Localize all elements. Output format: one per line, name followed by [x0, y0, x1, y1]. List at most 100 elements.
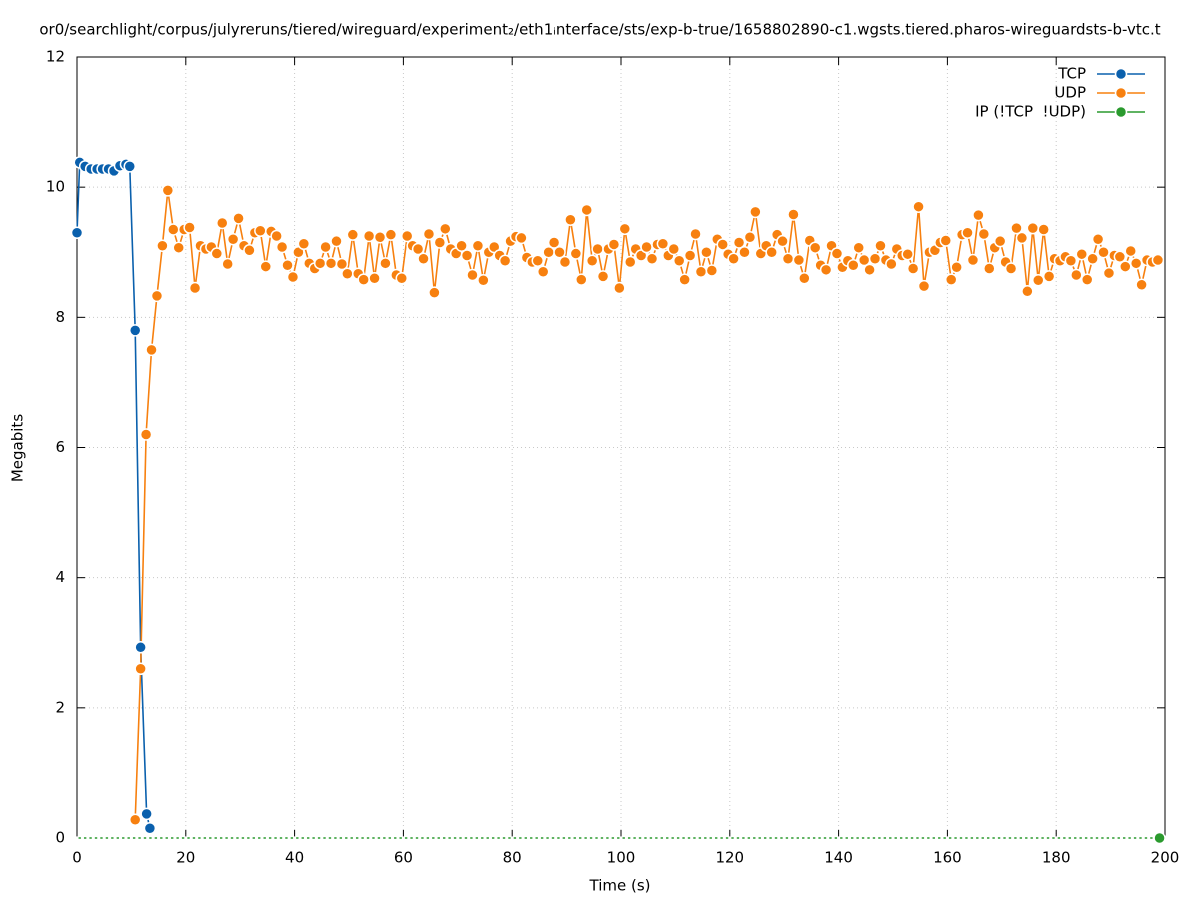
- y-tick-label: 12: [46, 48, 65, 66]
- data-point: [978, 836, 982, 840]
- data-point: [815, 836, 819, 840]
- data-point: [1060, 836, 1064, 840]
- data-point: [1102, 266, 1116, 280]
- data-point: [254, 836, 259, 840]
- data-point: [330, 234, 343, 248]
- data-point: [966, 253, 980, 267]
- data-point: [793, 836, 797, 840]
- data-point: [641, 836, 645, 840]
- data-point: [429, 836, 433, 840]
- data-point: [1081, 836, 1085, 840]
- data-point: [423, 836, 427, 840]
- data-point: [445, 836, 449, 840]
- data-point: [1015, 231, 1029, 245]
- data-point: [221, 257, 234, 271]
- data-point: [804, 836, 808, 840]
- data-point: [188, 281, 202, 295]
- data-point: [1147, 836, 1151, 840]
- data-point: [293, 836, 297, 840]
- data-point: [1043, 836, 1047, 840]
- data-point: [706, 836, 710, 840]
- data-point: [1021, 285, 1034, 298]
- data-point: [983, 836, 988, 840]
- data-point: [798, 272, 811, 285]
- data-point: [673, 836, 678, 840]
- data-point: [260, 836, 264, 840]
- y-tick-label: 0: [55, 829, 65, 847]
- data-point: [363, 836, 367, 840]
- data-point: [640, 240, 653, 254]
- data-point: [977, 227, 991, 241]
- data-point: [798, 836, 803, 840]
- data-point: [1049, 836, 1053, 840]
- data-point: [1080, 273, 1094, 286]
- data-point: [694, 265, 708, 279]
- data-point: [603, 836, 607, 840]
- data-point: [591, 242, 604, 256]
- data-point: [439, 222, 452, 236]
- data-point: [765, 246, 778, 259]
- data-point: [1031, 273, 1045, 287]
- data-point: [1092, 836, 1096, 840]
- plot-area: [70, 156, 1166, 845]
- data-point: [309, 836, 313, 840]
- data-point: [108, 836, 112, 840]
- data-point: [428, 286, 441, 299]
- data-point: [521, 836, 525, 840]
- data-point: [1064, 254, 1078, 267]
- data-point: [874, 239, 887, 252]
- data-point: [1136, 836, 1140, 840]
- data-point: [336, 836, 340, 840]
- data-point: [314, 836, 318, 840]
- data-point: [1097, 246, 1110, 259]
- data-point: [532, 836, 536, 840]
- y-tick-label: 4: [55, 568, 65, 586]
- data-point: [624, 836, 629, 840]
- data-point: [232, 212, 245, 225]
- y-tick-label: 10: [46, 178, 65, 196]
- data-point: [864, 836, 868, 840]
- data-point: [989, 836, 993, 840]
- data-point: [456, 836, 460, 840]
- data-point: [418, 836, 422, 840]
- data-point: [91, 836, 95, 840]
- data-point: [70, 226, 84, 239]
- data-point: [1042, 270, 1056, 283]
- data-point: [570, 836, 574, 840]
- data-point: [488, 836, 493, 840]
- data-point: [123, 160, 137, 173]
- data-point: [526, 836, 531, 840]
- data-point: [1005, 836, 1009, 840]
- data-point: [1026, 221, 1040, 235]
- data-point: [755, 836, 759, 840]
- data-point: [238, 836, 242, 840]
- data-point: [749, 836, 754, 840]
- data-point: [1037, 223, 1050, 236]
- data-point: [744, 836, 748, 840]
- data-point: [645, 252, 659, 266]
- data-point: [618, 222, 632, 236]
- data-point: [537, 836, 542, 840]
- data-point: [275, 240, 289, 254]
- data-point: [1075, 247, 1089, 261]
- data-point: [743, 231, 757, 244]
- data-point: [1098, 836, 1102, 840]
- data-point: [912, 200, 925, 213]
- data-point: [325, 836, 329, 840]
- data-point: [146, 836, 150, 840]
- data-point: [1021, 836, 1026, 840]
- data-point: [847, 836, 852, 840]
- data-point: [929, 836, 933, 840]
- data-point: [157, 836, 161, 840]
- data-point: [362, 229, 376, 243]
- data-point: [140, 836, 144, 840]
- x-axis-label: Time (s): [589, 877, 651, 895]
- legend-label: TCP: [1057, 65, 1086, 83]
- x-tick-label: 140: [824, 849, 853, 867]
- data-point: [961, 226, 974, 239]
- data-point: [358, 836, 362, 840]
- data-point: [830, 247, 844, 260]
- data-point: [407, 836, 411, 840]
- data-point: [689, 227, 702, 241]
